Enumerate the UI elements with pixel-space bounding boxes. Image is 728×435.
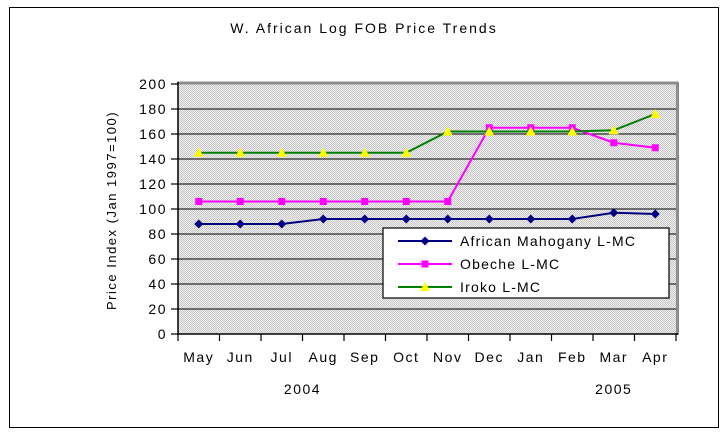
- diamond-marker: [443, 214, 453, 224]
- triangle-marker: [401, 147, 412, 157]
- year-label: 2005: [595, 381, 632, 397]
- x-tick-label: Mar: [599, 349, 628, 365]
- diamond-marker: [609, 208, 619, 218]
- triangle-marker: [235, 147, 246, 157]
- x-tick-label: Jul: [271, 349, 293, 365]
- y-tick-label: 180: [139, 101, 167, 117]
- legend: African Mahogany L-MC Obeche L-MC Iroko L-…: [382, 227, 670, 299]
- triangle-marker: [567, 126, 578, 136]
- square-marker: [651, 144, 659, 152]
- square-marker: [421, 260, 429, 268]
- diamond-marker: [420, 236, 430, 246]
- y-tick-label: 60: [148, 251, 167, 267]
- triangle-marker: [650, 109, 661, 118]
- y-tick-label: 20: [148, 301, 167, 317]
- x-tick-label: Apr: [642, 349, 668, 365]
- triangle-marker: [442, 126, 453, 136]
- triangle-marker: [525, 126, 536, 136]
- triangle-marker: [359, 147, 370, 157]
- square-marker: [402, 198, 410, 205]
- x-tick-label: Jun: [227, 349, 254, 365]
- x-tick-label: Dec: [475, 349, 504, 365]
- triangle-marker: [318, 147, 329, 157]
- square-marker: [236, 198, 244, 205]
- diamond-marker: [401, 214, 411, 224]
- y-tick-label: 0: [158, 326, 167, 342]
- triangle-marker: [276, 147, 287, 157]
- y-tick-label: 40: [148, 276, 167, 292]
- chart-outer-border: [9, 7, 719, 428]
- x-tick-label: Aug: [309, 349, 338, 365]
- diamond-marker: [526, 214, 536, 224]
- series-african-mahogany-l-mc: [194, 208, 660, 229]
- diamond-marker: [318, 214, 328, 224]
- y-tick-label: 120: [139, 176, 167, 192]
- diamond-marker: [567, 214, 577, 224]
- legend-label: Iroko L-MC: [460, 279, 541, 295]
- legend-item-obeche-l-mc: Obeche L-MC: [398, 256, 560, 272]
- square-marker: [610, 139, 618, 147]
- triangle-marker: [608, 125, 619, 135]
- year-label: 2004: [284, 381, 321, 397]
- triangle-marker: [484, 126, 495, 136]
- x-tick-label: Oct: [393, 349, 419, 365]
- legend-label: Obeche L-MC: [460, 256, 560, 272]
- square-marker: [319, 198, 327, 205]
- y-tick-label: 160: [139, 126, 167, 142]
- diamond-marker: [277, 219, 287, 229]
- diamond-marker: [360, 214, 370, 224]
- x-tick-label: Nov: [433, 349, 462, 365]
- series-iroko-l-mc: [193, 109, 661, 157]
- y-tick-label: 140: [139, 151, 167, 167]
- x-tick-label: Jan: [517, 349, 544, 365]
- x-tick-label: Feb: [558, 349, 587, 365]
- series-line: [198, 126, 656, 203]
- square-marker: [444, 198, 452, 205]
- series-line: [198, 211, 656, 225]
- y-tick-label: 200: [139, 76, 167, 92]
- legend-label: African Mahogany L-MC: [460, 233, 636, 249]
- diamond-marker: [194, 219, 204, 229]
- chart-title: W. African Log FOB Price Trends: [230, 20, 498, 36]
- square-marker: [278, 198, 286, 205]
- diamond-marker: [484, 214, 494, 224]
- triangle-marker: [420, 282, 430, 291]
- legend-item-african-mahogany-l-mc: African Mahogany L-MC: [398, 233, 636, 249]
- legend-item-iroko-l-mc: Iroko L-MC: [398, 279, 541, 295]
- diamond-marker: [650, 209, 660, 219]
- x-tick-label: Sep: [350, 349, 379, 365]
- y-tick-label: 80: [148, 226, 167, 242]
- y-tick-label: 100: [139, 201, 167, 217]
- x-tick-label: May: [183, 349, 214, 365]
- triangle-marker: [193, 147, 204, 157]
- square-marker: [361, 198, 369, 205]
- square-marker: [195, 198, 203, 205]
- diamond-marker: [235, 219, 245, 229]
- series-line: [198, 113, 656, 154]
